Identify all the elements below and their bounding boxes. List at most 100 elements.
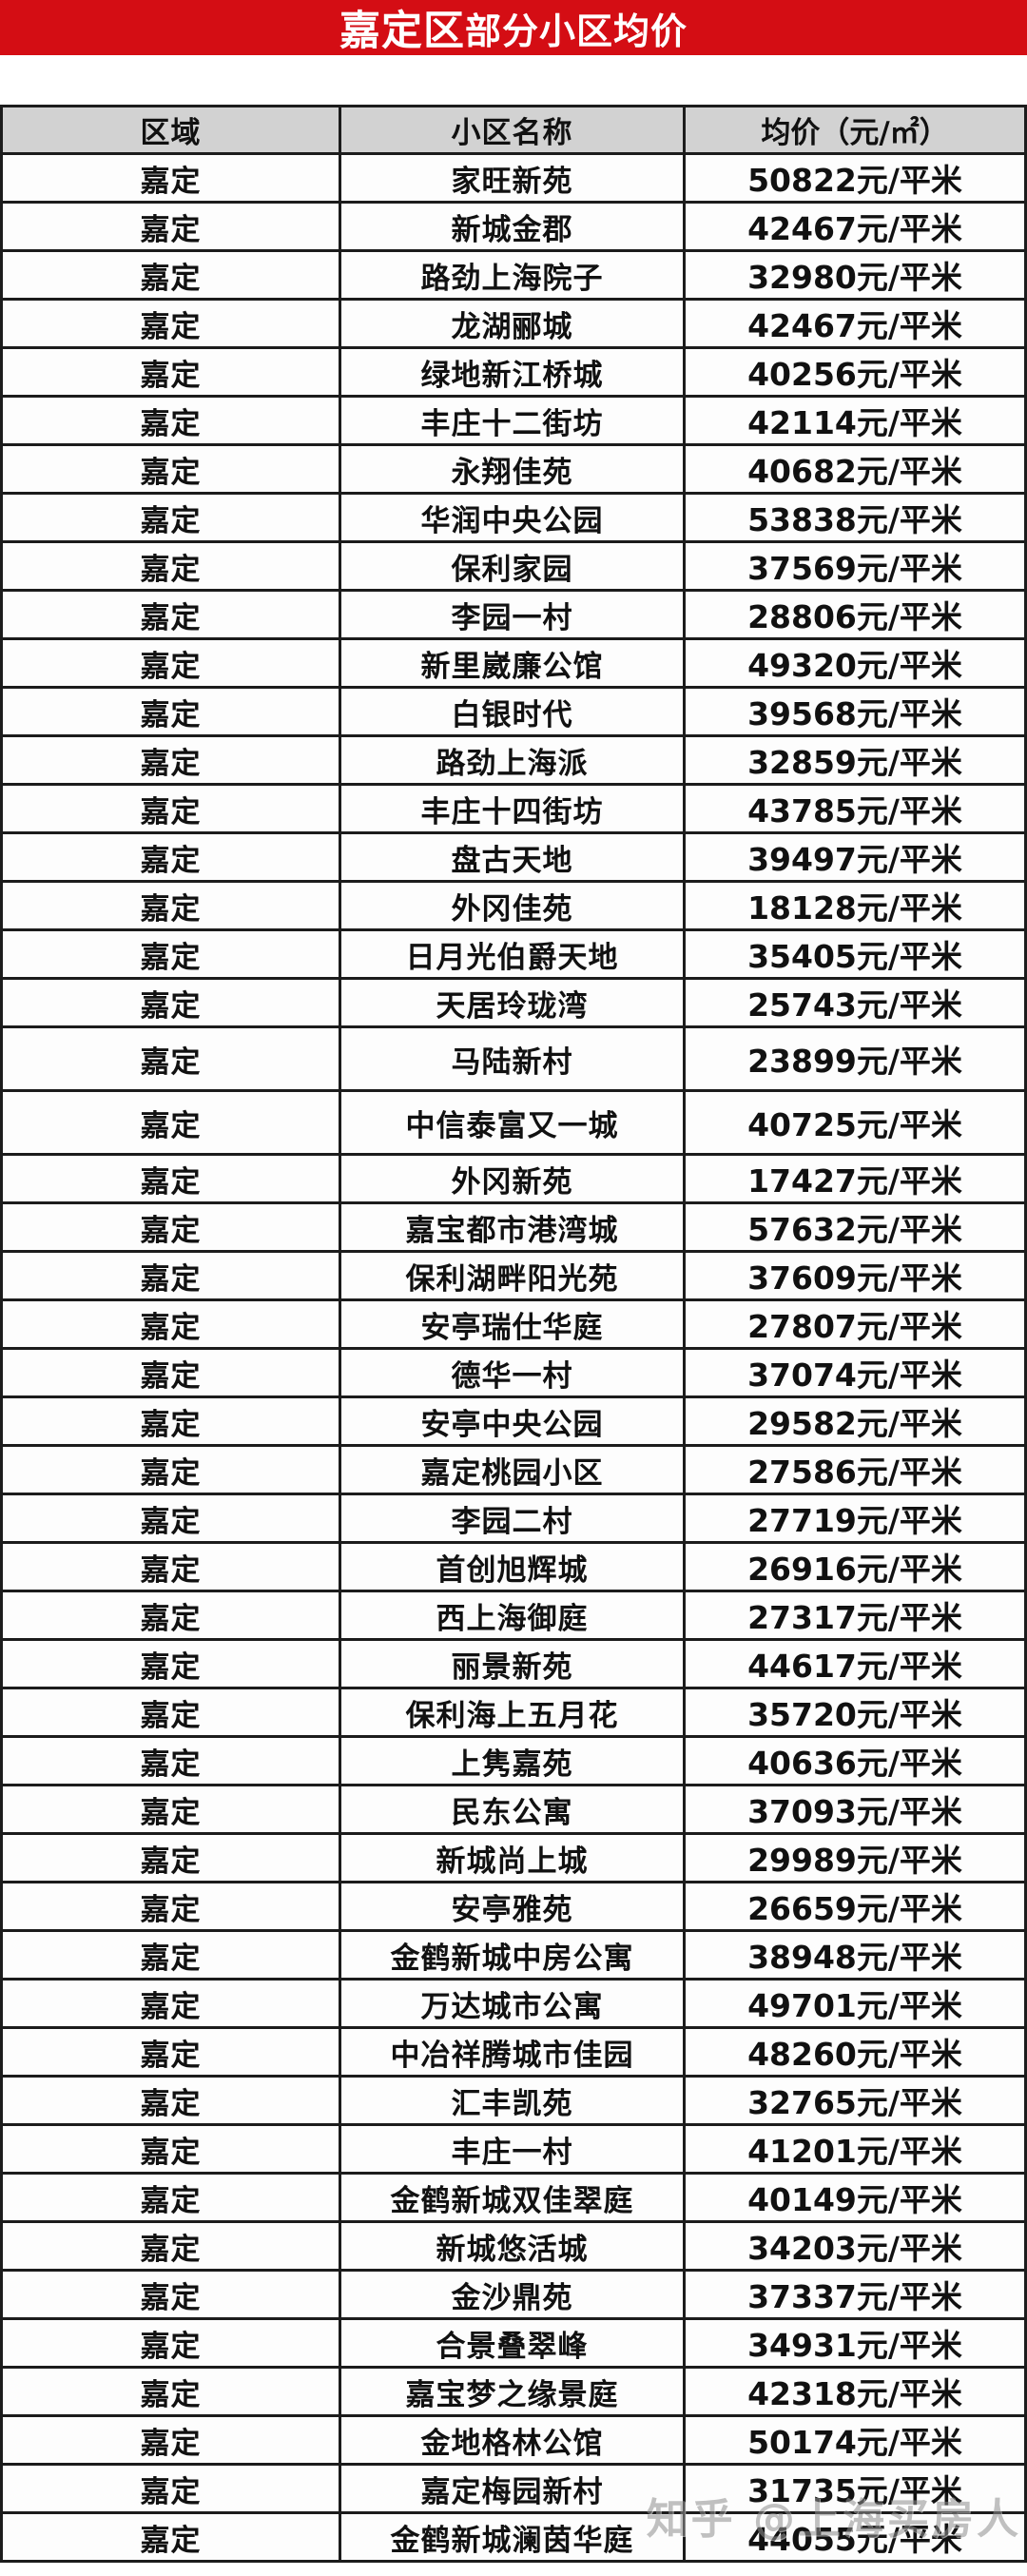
cell-price: 38948元/平米 bbox=[747, 1939, 962, 1976]
title-gap-spacer bbox=[0, 55, 1027, 105]
cell-community-name: 李园二村 bbox=[341, 1495, 686, 1541]
table-row: 嘉定 天居玲珑湾 25743元/平米 bbox=[3, 980, 1024, 1028]
cell-community-name: 外冈新苑 bbox=[341, 1156, 686, 1201]
cell-community-name: 路劲上海派 bbox=[341, 737, 686, 783]
cell-community-name: 汇丰凯苑 bbox=[341, 2078, 686, 2123]
cell-community-name: 西上海御庭 bbox=[341, 1592, 686, 1638]
cell-district: 嘉定 bbox=[3, 2514, 341, 2560]
cell-price: 27807元/平米 bbox=[747, 1308, 962, 1345]
cell-district: 嘉定 bbox=[3, 592, 341, 637]
cell-district: 嘉定 bbox=[3, 1544, 341, 1590]
cell-district: 嘉定 bbox=[3, 2272, 341, 2317]
cell-community-name: 中冶祥腾城市佳园 bbox=[341, 2029, 686, 2075]
table-row: 嘉定 安亭瑞仕华庭 27807元/平米 bbox=[3, 1301, 1024, 1350]
table-row: 嘉定 德华一村 37074元/平米 bbox=[3, 1350, 1024, 1398]
cell-price: 27586元/平米 bbox=[747, 1454, 962, 1491]
cell-price: 34203元/平米 bbox=[747, 2230, 962, 2267]
cell-district: 嘉定 bbox=[3, 2369, 341, 2414]
cell-price: 37569元/平米 bbox=[747, 550, 962, 587]
cell-district: 嘉定 bbox=[3, 1301, 341, 1347]
table-row: 嘉定 嘉定桃园小区 27586元/平米 bbox=[3, 1447, 1024, 1495]
cell-community-name: 保利海上五月花 bbox=[341, 1689, 686, 1735]
cell-district: 嘉定 bbox=[3, 495, 341, 540]
cell-price: 29989元/平米 bbox=[747, 1842, 962, 1879]
cell-community-name: 华润中央公园 bbox=[341, 495, 686, 540]
cell-community-name: 嘉定梅园新村 bbox=[341, 2466, 686, 2511]
table-row: 嘉定 金沙鼎苑 37337元/平米 bbox=[3, 2272, 1024, 2320]
cell-price: 23899元/平米 bbox=[747, 1043, 962, 1080]
cell-community-name: 安亭雅苑 bbox=[341, 1883, 686, 1929]
cell-price: 40256元/平米 bbox=[747, 356, 962, 393]
table-row: 嘉定 丰庄一村 41201元/平米 bbox=[3, 2126, 1024, 2175]
cell-community-name: 新里崴廉公馆 bbox=[341, 640, 686, 686]
table-row: 嘉定 上隽嘉苑 40636元/平米 bbox=[3, 1738, 1024, 1786]
cell-district: 嘉定 bbox=[3, 2126, 341, 2172]
cell-district: 嘉定 bbox=[3, 1447, 341, 1493]
cell-community-name: 中信泰富又一城 bbox=[341, 1092, 686, 1153]
cell-price: 41201元/平米 bbox=[747, 2133, 962, 2170]
cell-price: 29582元/平米 bbox=[747, 1405, 962, 1442]
cell-community-name: 丰庄十二街坊 bbox=[341, 398, 686, 443]
cell-price: 37337元/平米 bbox=[747, 2278, 962, 2315]
table-row: 嘉定 绿地新江桥城 40256元/平米 bbox=[3, 349, 1024, 398]
table-row: 嘉定 丽景新苑 44617元/平米 bbox=[3, 1641, 1024, 1689]
cell-district: 嘉定 bbox=[3, 1495, 341, 1541]
cell-price: 37074元/平米 bbox=[747, 1356, 962, 1394]
cell-price: 40636元/平米 bbox=[747, 1745, 962, 1782]
cell-district: 嘉定 bbox=[3, 1398, 341, 1444]
table-row: 嘉定 李园二村 27719元/平米 bbox=[3, 1495, 1024, 1544]
cell-district: 嘉定 bbox=[3, 1786, 341, 1832]
table-row: 嘉定 万达城市公寓 49701元/平米 bbox=[3, 1981, 1024, 2029]
cell-community-name: 金鹤新城澜茵华庭 bbox=[341, 2514, 686, 2560]
cell-price: 32859元/平米 bbox=[747, 744, 962, 781]
cell-community-name: 安亭中央公园 bbox=[341, 1398, 686, 1444]
cell-district: 嘉定 bbox=[3, 2078, 341, 2123]
column-header-district: 区域 bbox=[3, 107, 341, 152]
cell-district: 嘉定 bbox=[3, 2029, 341, 2075]
table-row: 嘉定 外冈新苑 17427元/平米 bbox=[3, 1156, 1024, 1204]
table-row: 嘉定 新城尚上城 29989元/平米 bbox=[3, 1835, 1024, 1883]
cell-price: 42318元/平米 bbox=[747, 2375, 962, 2412]
table-row: 嘉定 安亭中央公园 29582元/平米 bbox=[3, 1398, 1024, 1447]
table-row: 嘉定 金鹤新城澜茵华庭 44055元/平米 bbox=[3, 2514, 1024, 2563]
cell-community-name: 新城悠活城 bbox=[341, 2223, 686, 2269]
cell-price: 44617元/平米 bbox=[747, 1648, 962, 1685]
cell-community-name: 日月光伯爵天地 bbox=[341, 931, 686, 977]
cell-district: 嘉定 bbox=[3, 689, 341, 734]
cell-community-name: 金地格林公馆 bbox=[341, 2417, 686, 2463]
cell-price: 17427元/平米 bbox=[747, 1162, 962, 1200]
cell-price: 40682元/平米 bbox=[747, 453, 962, 490]
cell-district: 嘉定 bbox=[3, 155, 341, 201]
column-header-price: 均价（元/㎡） bbox=[686, 107, 1024, 152]
cell-district: 嘉定 bbox=[3, 1092, 341, 1153]
cell-price: 40149元/平米 bbox=[747, 2181, 962, 2218]
cell-district: 嘉定 bbox=[3, 1981, 341, 2026]
cell-community-name: 金沙鼎苑 bbox=[341, 2272, 686, 2317]
table-row: 嘉定 路劲上海派 32859元/平米 bbox=[3, 737, 1024, 786]
cell-community-name: 白银时代 bbox=[341, 689, 686, 734]
table-row: 嘉定 保利海上五月花 35720元/平米 bbox=[3, 1689, 1024, 1738]
cell-price: 39497元/平米 bbox=[747, 841, 962, 878]
cell-district: 嘉定 bbox=[3, 446, 341, 492]
cell-community-name: 嘉宝梦之缘景庭 bbox=[341, 2369, 686, 2414]
cell-community-name: 盘古天地 bbox=[341, 834, 686, 880]
cell-community-name: 丽景新苑 bbox=[341, 1641, 686, 1687]
table-row: 嘉定 中冶祥腾城市佳园 48260元/平米 bbox=[3, 2029, 1024, 2078]
table-row: 嘉定 外冈佳苑 18128元/平米 bbox=[3, 883, 1024, 931]
table-row: 嘉定 金地格林公馆 50174元/平米 bbox=[3, 2417, 1024, 2466]
cell-community-name: 外冈佳苑 bbox=[341, 883, 686, 928]
table-row: 嘉定 新城金郡 42467元/平米 bbox=[3, 204, 1024, 252]
cell-district: 嘉定 bbox=[3, 1835, 341, 1881]
table-row: 嘉定 安亭雅苑 26659元/平米 bbox=[3, 1883, 1024, 1932]
cell-district: 嘉定 bbox=[3, 349, 341, 395]
cell-community-name: 民东公寓 bbox=[341, 1786, 686, 1832]
cell-price: 42114元/平米 bbox=[747, 404, 962, 441]
cell-community-name: 万达城市公寓 bbox=[341, 1981, 686, 2026]
cell-district: 嘉定 bbox=[3, 883, 341, 928]
table-row: 嘉定 嘉定梅园新村 31735元/平米 bbox=[3, 2466, 1024, 2514]
cell-district: 嘉定 bbox=[3, 1253, 341, 1298]
table-row: 嘉定 丰庄十二街坊 42114元/平米 bbox=[3, 398, 1024, 446]
cell-community-name: 合景叠翠峰 bbox=[341, 2320, 686, 2366]
cell-district: 嘉定 bbox=[3, 834, 341, 880]
cell-price: 32765元/平米 bbox=[747, 2084, 962, 2121]
